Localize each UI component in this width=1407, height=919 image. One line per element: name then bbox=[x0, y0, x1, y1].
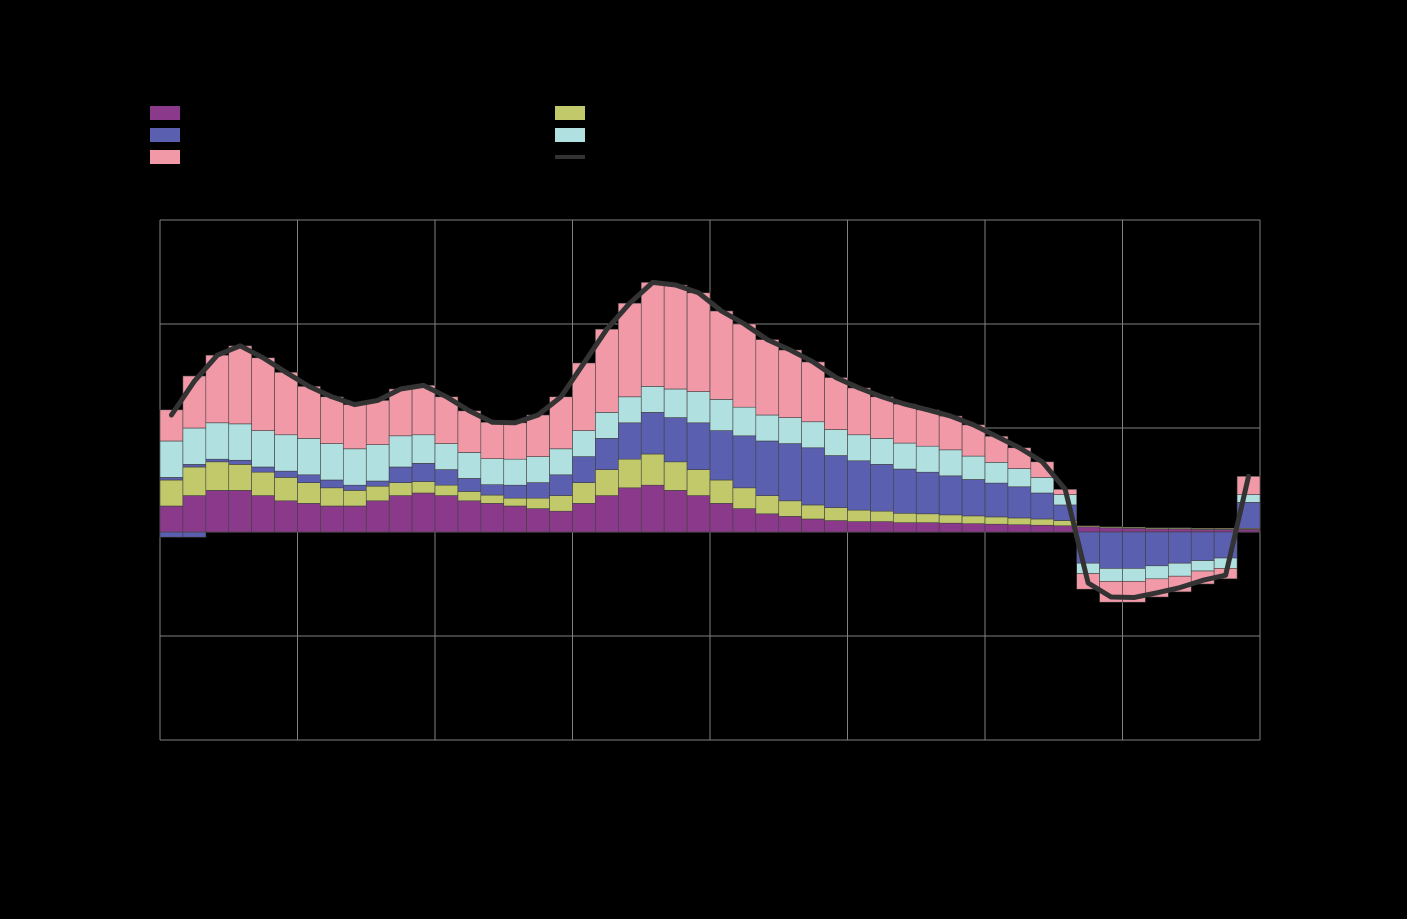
chart-svg bbox=[0, 0, 1407, 919]
inflation-contribution-chart bbox=[0, 0, 1407, 919]
